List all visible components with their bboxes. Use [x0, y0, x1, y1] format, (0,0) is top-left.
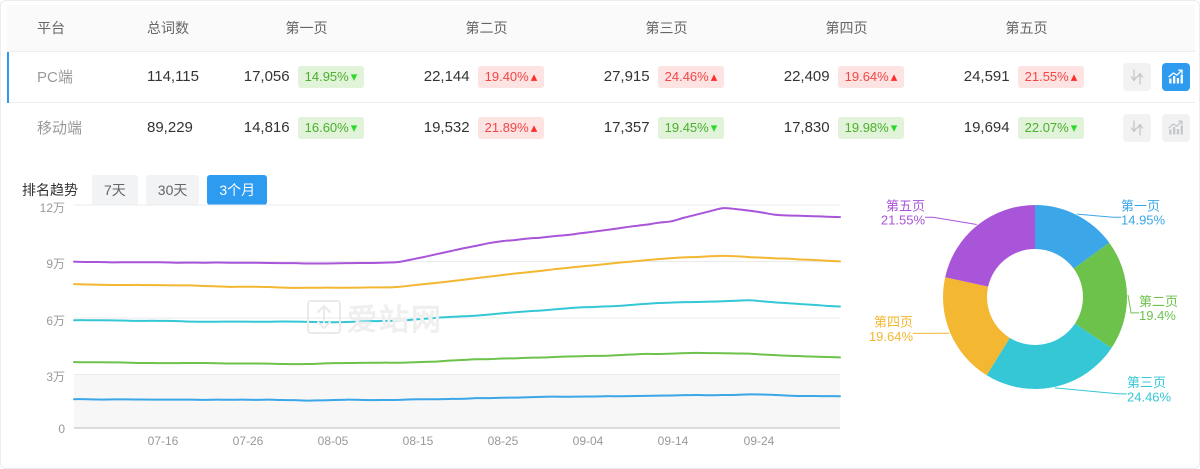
- svg-text:24.46%: 24.46%: [1127, 390, 1172, 405]
- svg-text:14.95%: 14.95%: [1121, 212, 1166, 227]
- svg-text:第二页: 第二页: [1139, 294, 1178, 309]
- svg-text:第一页: 第一页: [1121, 198, 1160, 213]
- svg-text:第五页: 第五页: [886, 198, 925, 213]
- svg-text:第三页: 第三页: [1127, 375, 1166, 390]
- svg-text:19.4%: 19.4%: [1139, 308, 1176, 323]
- svg-text:19.64%: 19.64%: [869, 329, 913, 344]
- svg-text:21.55%: 21.55%: [881, 212, 926, 227]
- svg-text:第四页: 第四页: [874, 314, 913, 329]
